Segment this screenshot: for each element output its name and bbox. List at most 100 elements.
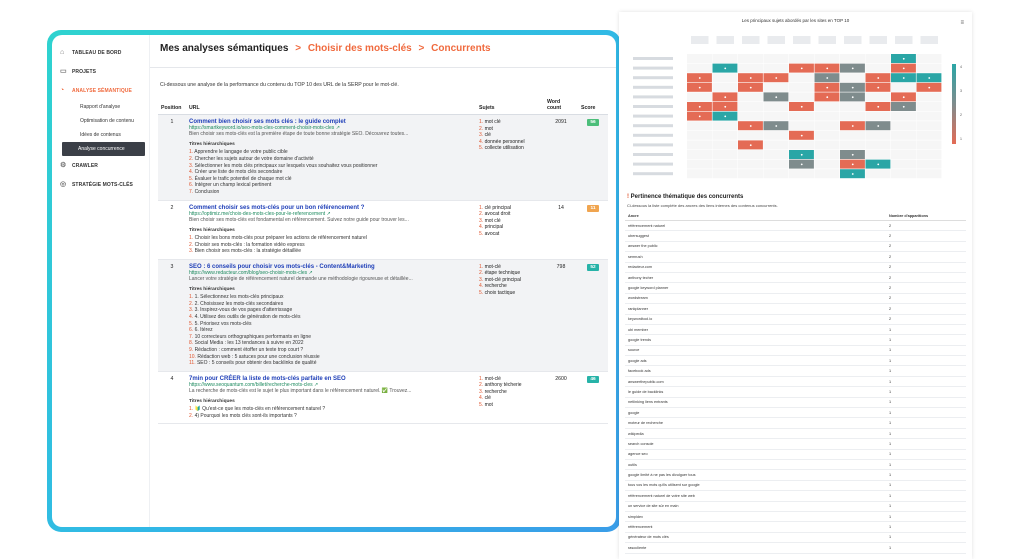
heatmap-cell-marker <box>877 105 880 108</box>
result-description: Bien choisir ses mots-clés est la premiè… <box>189 131 409 137</box>
competitors-title: ! Pertinence thématique des concurrents <box>627 194 966 200</box>
count-cell: 2 <box>886 303 966 315</box>
heading-text: 6. Itérez <box>194 327 213 334</box>
heading-text: SEO : 5 conseils pour obtenir des backli… <box>196 360 317 367</box>
heatmap-cell <box>687 92 712 102</box>
wordcount-cell: 798 <box>544 259 578 372</box>
breadcrumb-choisir[interactable]: Choisir des mots-clés <box>307 43 412 54</box>
heatmap-cell-marker <box>902 57 905 60</box>
count-cell: 1 <box>886 501 966 512</box>
result-title-link[interactable]: Comment bien choisir ses mots clés : le … <box>189 119 346 125</box>
result-description: Bien choisir ses mots-clés est fondament… <box>189 216 409 223</box>
external-link-icon[interactable]: ↗ <box>307 269 313 276</box>
topic-text: clé <box>484 395 491 402</box>
topic-item: 2. mot <box>479 126 541 133</box>
sidebar-subitem-2[interactable]: Idées de contenus <box>80 132 121 138</box>
external-link-icon[interactable]: ↗ <box>334 125 340 131</box>
app-window: ⌂ TABLEAU DE BORD ▭ PROJETS ◔ ANALYSE SÉMANTI… <box>52 35 616 527</box>
competitor-row: rasocliente 1 <box>625 542 966 554</box>
heatmap-cell <box>814 140 840 150</box>
count-cell: 2 <box>886 282 966 294</box>
heatmap-cell <box>763 169 789 179</box>
heatmap-cell <box>712 169 738 179</box>
count-cell: 2 <box>886 230 966 242</box>
topic-text: principal <box>484 224 504 231</box>
sidebar-after-item-1[interactable]: ◎ STRATÉGIE MOTS-CLÉS <box>52 175 149 194</box>
heatmap-cell <box>916 54 942 63</box>
heatmap-cell <box>687 121 712 131</box>
heading-text: Sélectionner les mots clés principaux su… <box>194 162 378 169</box>
anchor-cell: wikipedia <box>625 428 886 440</box>
main-content: Mes analyses sémantiques > Choisir des m… <box>150 35 616 527</box>
anchor-cell: simpldev <box>625 511 886 523</box>
result-url-link[interactable]: https://www.seoquantum.com/billet/recher… <box>189 382 473 388</box>
external-link-icon[interactable]: ↗ <box>312 381 319 388</box>
competitor-row: ubi member 1 <box>625 324 966 336</box>
score-cell: 46 <box>578 371 608 425</box>
heatmap-cell-marker <box>724 105 727 108</box>
heatmap-cell <box>687 130 712 140</box>
result-title-link[interactable]: SEO : 6 conseils pour choisir vos mots-c… <box>189 263 375 270</box>
sidebar-item-2[interactable]: ◔ ANALYSE SÉMANTIQUE <box>52 81 149 100</box>
topic-number: 4. <box>479 283 485 290</box>
heading-item: 2. Choisir ses mots-clés : la formation … <box>189 242 473 249</box>
position-cell: 2 <box>158 200 186 260</box>
anchor-cell: outils <box>625 459 886 471</box>
topic-item: 4. principal <box>479 224 541 231</box>
topic-item: 1. mot clé <box>479 119 541 126</box>
result-url-link[interactable]: https://optimiz.me/choix-des-mots-cles-p… <box>189 211 473 217</box>
heading-item: 1. 1. Sélectionnez les mots-clés princip… <box>189 294 473 301</box>
heatmap-column-header <box>716 36 734 44</box>
heading-item: 4. 4. Utilisez des outils de génération … <box>189 314 473 321</box>
heatmap-cell <box>738 111 763 121</box>
sidebar-subitem-1[interactable]: Optimisation de contenu <box>80 118 134 124</box>
heatmap-cell-marker <box>851 86 854 89</box>
heatmap-cell <box>789 73 814 83</box>
count-cell: 1 <box>886 365 966 377</box>
heatmap-column-header <box>793 36 811 44</box>
heatmap-cell <box>687 63 712 73</box>
heading-text: 5. Priorisez vos mots-clés <box>194 320 252 327</box>
anchor-cell: source <box>625 345 886 357</box>
heading-text: 1. Sélectionnez les mots-clés principaux <box>194 294 284 301</box>
hamburger-icon[interactable]: ≡ <box>960 20 964 26</box>
result-title-link[interactable]: Comment choisir ses mots-clés pour un bo… <box>189 204 365 211</box>
heading-number: 5. <box>189 320 195 327</box>
result-url-link[interactable]: https://www.redacteur.com/blog/seo-chois… <box>189 270 473 276</box>
count-cell: 2 <box>886 220 966 232</box>
topic-text: avocat <box>484 230 500 237</box>
heading-number: 2. <box>189 156 195 162</box>
competitor-row: keywordtool.io 2 <box>625 314 966 325</box>
sidebar-item-1[interactable]: ▭ PROJETS <box>52 62 149 81</box>
heatmap-cell <box>916 63 942 73</box>
topic-text: mot-clé <box>484 375 501 382</box>
heatmap-title: Les principaux sujets abordés par les si… <box>741 18 850 23</box>
competitor-row: ubersuggest 2 <box>625 230 966 242</box>
heatmap-column-header <box>844 36 862 44</box>
breadcrumb-analyses[interactable]: Mes analyses sémantiques <box>160 43 289 54</box>
heatmap-cell <box>840 73 865 83</box>
competitor-row: rankplanner 2 <box>625 303 966 315</box>
anchor-cell: le guide de backlinks <box>625 386 886 398</box>
topic-text: recherche <box>484 388 507 395</box>
sidebar-item-0[interactable]: ⌂ TABLEAU DE BORD <box>52 43 149 62</box>
heatmap-cell <box>814 159 840 169</box>
sidebar-subitem-3[interactable]: Analyse concurrence <box>62 142 145 156</box>
result-url-link[interactable]: https://smartkeyword.io/seo-mots-cles-co… <box>189 125 473 131</box>
heatmap-cell-marker <box>877 77 880 79</box>
topic-text: mot-clé <box>484 263 501 270</box>
heading-item: 1. Apprendre le langage de votre public … <box>189 149 473 156</box>
heatmap-cell <box>738 150 763 159</box>
heading-number: 7. <box>189 333 195 340</box>
heatmap-cell-marker <box>877 163 880 166</box>
heatmap-legend-tick: 3 <box>960 89 962 93</box>
wordcount-cell: 14 <box>544 200 578 260</box>
external-link-icon[interactable]: ↗ <box>325 210 331 217</box>
competitor-row: outils 1 <box>625 459 966 471</box>
result-title-link[interactable]: 7min pour CRÉER la liste de mots-clés pa… <box>189 375 346 382</box>
heatmap-cell <box>814 130 840 140</box>
heading-item: 4. Créer une liste de mots clés secondai… <box>189 169 473 176</box>
heatmap-cell <box>891 82 916 92</box>
sidebar-after-item-0[interactable]: ⚙ CRAWLER <box>52 156 149 175</box>
sidebar-subitem-0[interactable]: Rapport d'analyse <box>80 104 121 110</box>
